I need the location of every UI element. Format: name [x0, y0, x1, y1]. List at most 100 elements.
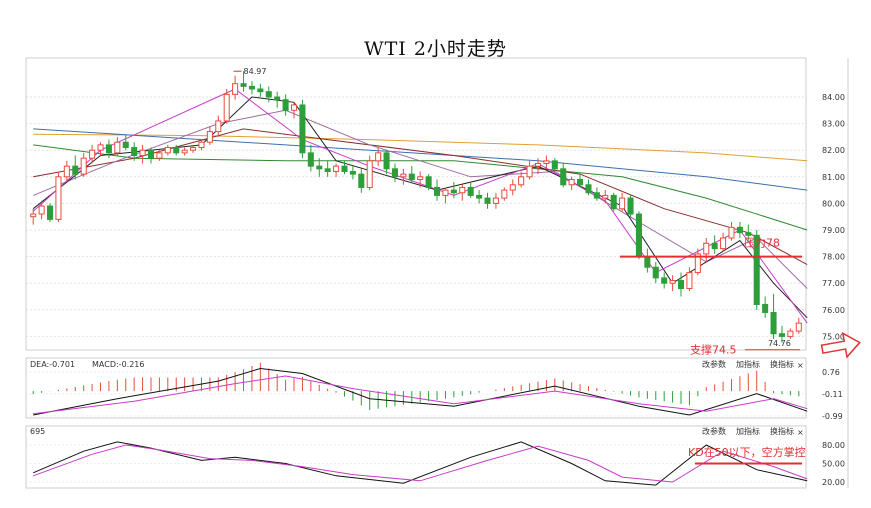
candle-body	[644, 256, 651, 268]
candle-body	[492, 197, 499, 204]
main-y-tick-label: 81.00	[822, 173, 845, 182]
candle-body	[551, 160, 558, 170]
main-y-tick-label: 82.00	[822, 146, 845, 155]
candle-body	[417, 176, 424, 180]
candle-body	[97, 144, 104, 151]
chart-title: WTI 2小时走势	[364, 38, 507, 60]
candle-body	[274, 96, 281, 101]
candle-body	[728, 226, 735, 239]
candle-body	[223, 93, 230, 122]
candle-body	[105, 144, 112, 154]
macd-dea-line	[33, 375, 808, 415]
candle-body	[215, 120, 222, 133]
candle-body	[190, 147, 197, 151]
candle-body	[290, 104, 298, 111]
macd-panel-button[interactable]: 换指标	[770, 359, 794, 369]
candle-body	[324, 168, 331, 172]
kd-panel-button[interactable]: 改参数	[702, 426, 726, 436]
candle-body	[232, 83, 239, 95]
candle-body	[89, 149, 96, 159]
candle-body	[47, 205, 54, 220]
candle-body	[694, 253, 701, 274]
candle-body	[55, 176, 62, 220]
candle-body	[442, 189, 449, 196]
kd-annotation: KD在50以下，空方掌控	[688, 445, 806, 459]
resistance-label: 压力78	[744, 237, 780, 250]
candle-body	[333, 165, 340, 172]
candle-body	[450, 189, 457, 194]
candle-body	[400, 173, 407, 178]
main-y-tick-label: 79.00	[822, 226, 845, 235]
kd-panel-button[interactable]: 加指标	[736, 426, 760, 436]
candle-body	[257, 88, 264, 93]
moving-average-line	[33, 133, 808, 162]
candle-body	[114, 141, 121, 154]
candle-body	[534, 163, 542, 167]
candle-body	[703, 242, 710, 255]
candle-body	[602, 194, 609, 199]
candle-body	[762, 303, 769, 313]
candle-body	[139, 149, 146, 157]
candle-body	[316, 165, 323, 170]
candle-body	[434, 186, 441, 196]
kd-y-tick-label: 80.00	[822, 441, 845, 450]
candle-body	[652, 266, 659, 279]
candle-body	[30, 213, 37, 218]
candle-body	[156, 152, 163, 159]
candle-body	[181, 149, 188, 154]
macd-panel-frame	[25, 357, 807, 419]
candle-body	[610, 194, 617, 210]
candle-body	[383, 152, 390, 170]
candle-body	[787, 330, 794, 337]
candle-body	[593, 192, 600, 199]
candle-body	[518, 176, 525, 186]
kd-y-tick-label: 50.00	[822, 460, 845, 469]
main-y-tick-label: 78.00	[822, 253, 845, 262]
kd-panel-button[interactable]: 换指标	[770, 426, 794, 436]
support-label: 支撑74.5	[690, 343, 737, 357]
macd-y-tick-label: -0.11	[822, 390, 843, 399]
kd-indicator-label: 695	[30, 427, 45, 436]
macd-dif-line	[33, 367, 808, 416]
candle-body	[408, 173, 415, 180]
macd-y-tick-label: -0.99	[822, 412, 843, 421]
direction-arrow-icon	[820, 331, 861, 359]
candle-body	[198, 141, 205, 149]
candle-body	[778, 333, 785, 337]
candle-body	[459, 186, 466, 194]
dea-value-label: DEA:-0.701	[30, 360, 75, 369]
candle-body	[635, 213, 642, 258]
moving-average-line	[33, 109, 808, 289]
kd-d-line	[33, 444, 808, 483]
main-y-tick-label: 83.00	[822, 120, 845, 129]
candle-body	[375, 152, 382, 162]
candle-body	[391, 168, 398, 178]
kd-k-line	[33, 441, 808, 486]
macd-y-tick-label: 0.76	[822, 368, 840, 377]
candle-body	[568, 178, 575, 186]
candle-body	[307, 152, 314, 167]
candle-body	[164, 147, 171, 154]
candle-body	[265, 91, 272, 98]
candle-body	[619, 197, 626, 210]
candle-body	[467, 186, 474, 196]
kd-close-icon[interactable]: ×	[797, 428, 804, 437]
low-price-label: 74.76	[768, 339, 791, 348]
macd-panel-button[interactable]: 加指标	[736, 359, 760, 369]
candle-body	[560, 168, 567, 186]
candle-body	[38, 205, 45, 215]
main-y-tick-label: 77.00	[822, 279, 845, 288]
candle-body	[795, 322, 802, 332]
candle-body	[770, 311, 777, 335]
macd-close-icon[interactable]: ×	[797, 361, 804, 370]
candle-body	[745, 232, 752, 236]
candle-body	[677, 280, 685, 290]
candle-body	[282, 99, 289, 111]
candle-body	[425, 176, 432, 188]
candle-body	[501, 189, 508, 199]
main-y-tick-label: 80.00	[822, 199, 845, 208]
candle-body	[476, 194, 483, 199]
macd-panel-button[interactable]: 改参数	[702, 359, 726, 369]
kd-y-tick-label: 20.00	[822, 478, 845, 487]
